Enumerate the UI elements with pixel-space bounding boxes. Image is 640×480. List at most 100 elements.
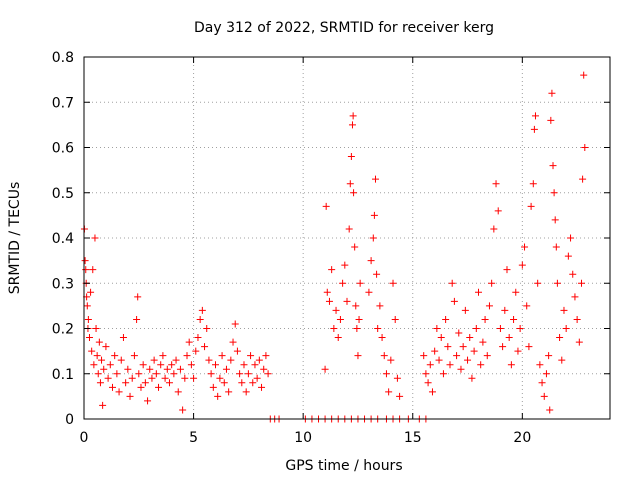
data-point [95,338,103,346]
data-point [135,370,143,378]
data-point [437,334,445,342]
data-point [106,361,114,369]
y-tick-label: 0.3 [52,276,74,292]
data-point [391,315,399,323]
data-point [148,374,156,382]
data-point [439,370,447,378]
data-point [328,266,336,274]
data-point [556,334,564,342]
x-tick-label: 5 [189,430,198,446]
data-point [102,343,110,351]
data-point [203,325,211,332]
data-point [99,401,107,409]
data-point [96,379,104,387]
data-point [137,383,145,391]
data-point [512,288,520,296]
data-point [464,356,472,364]
data-point [92,325,100,332]
data-point [240,361,248,369]
data-point [569,270,577,278]
data-point [81,257,89,265]
data-point [260,365,268,373]
data-point [496,325,504,332]
data-point [373,270,381,278]
data-point [174,388,182,396]
data-point [128,374,136,382]
data-point [348,121,356,129]
data-point [187,361,195,369]
data-point [475,288,482,296]
data-point [119,334,127,342]
data-point [548,89,556,97]
data-point [233,347,241,355]
data-point [442,315,450,323]
data-point [562,325,570,332]
data-point [468,374,476,382]
data-point [242,388,250,396]
data-point [516,325,524,332]
data-point [393,374,401,382]
x-axis-ticks: 0 5 10 15 20 [80,57,531,446]
data-point [126,392,134,400]
data-point [222,365,230,373]
data-point [350,189,358,197]
data-point [134,293,142,301]
data-point [552,243,560,251]
data-point [573,315,581,323]
data-point [181,374,189,382]
data-point [262,352,270,360]
data-point [122,379,130,387]
data-point [334,334,342,342]
data-point [470,347,478,355]
y-tick-label: 0.2 [52,322,74,338]
data-point [98,356,106,364]
data-point [479,338,487,346]
data-point [89,266,97,274]
data-point [389,279,397,287]
data-point [190,374,198,382]
data-point [141,379,149,387]
data-point [549,162,557,170]
chart-title: Day 312 of 2022, SRMTID for receiver ker… [194,20,494,36]
data-point [531,112,539,120]
data-point [396,392,404,400]
data-point [104,374,112,382]
data-point [560,306,568,314]
data-point [185,338,193,346]
data-point [505,334,513,342]
data-point [214,392,222,400]
y-tick-label: 0.4 [52,231,74,247]
data-point [212,361,219,369]
data-points [80,71,589,423]
data-point [209,383,217,391]
data-point [567,234,575,242]
y-axis-label: SRMTID / TECUs [7,182,23,295]
data-point [139,361,147,369]
data-point [157,361,165,369]
data-point [155,383,163,391]
data-point [457,365,465,373]
data-point [330,325,338,332]
data-point [351,243,359,251]
data-point [183,352,191,360]
data-point [553,279,561,287]
y-tick-label: 0.1 [52,367,74,383]
data-point [325,297,333,305]
data-point [459,343,467,351]
data-point [387,356,395,364]
data-point [356,279,364,287]
data-point [346,180,354,188]
data-point [578,279,586,287]
data-point [369,234,377,242]
data-point [424,379,432,387]
data-point [108,383,116,391]
data-point [444,343,452,351]
data-point [477,361,485,369]
data-point [179,406,187,414]
data-point [111,352,119,360]
data-point [332,306,340,314]
data-point [176,365,184,373]
data-point [152,370,160,378]
y-axis-ticks: 0 0.1 0.2 0.3 0.4 0.5 0.6 0.7 0.8 [52,50,610,428]
